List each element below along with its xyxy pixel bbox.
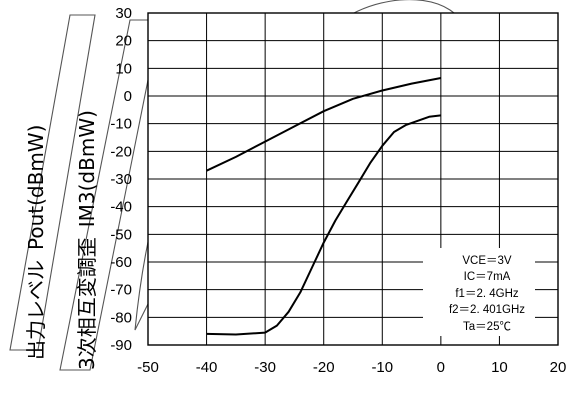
- series-layer: [206, 77, 442, 336]
- condition-ic: IC＝7mA: [464, 271, 511, 283]
- condition-f1: f1＝2. 4GHz: [455, 288, 519, 300]
- im3-label: IM3(dBmW): [75, 110, 99, 227]
- x-tick-label: 20: [550, 359, 567, 376]
- condition-vce: VCE＝3V: [462, 255, 512, 267]
- y-tick-label: 10: [115, 60, 132, 77]
- y-tick-label: 30: [115, 5, 132, 22]
- condition-f2: f2＝2. 401GHz: [449, 304, 525, 316]
- y-tick-label: -20: [110, 143, 132, 160]
- y-tick-label: -30: [110, 171, 132, 188]
- y-tick-label: -50: [110, 226, 132, 243]
- y-axis-label-output: 出力レベル Pout(dBmW): [24, 125, 48, 360]
- y-tick-labels: 30 20 10 0 -10 -20 -30 -40 -50 -60 -70 -80 -90: [110, 5, 132, 354]
- y-tick-label: -60: [110, 254, 132, 271]
- y-tick-label: -80: [110, 309, 132, 326]
- pout-label: Pout(dBmW): [24, 125, 48, 250]
- x-tick-label: -50: [137, 359, 159, 376]
- svg-text:出力レベルPout(dBmW): 出力レベル Pout(dBmW): [24, 125, 48, 360]
- x-tick-label: 10: [491, 359, 508, 376]
- y-tick-label: 20: [115, 33, 132, 50]
- y-tick-label: -70: [110, 282, 132, 299]
- x-tick-label: -20: [313, 359, 335, 376]
- x-tick-label: -40: [196, 359, 218, 376]
- svg-text:3次相互変調歪IM3(dBmW): 3次相互変調歪 IM3(dBmW): [75, 110, 99, 370]
- y-axis-label-im3: 3次相互変調歪 IM3(dBmW): [75, 110, 99, 370]
- output-level-label: 出力レベル: [24, 260, 48, 360]
- y-tick-label: -90: [110, 337, 132, 354]
- y-tick-label: 0: [124, 88, 132, 105]
- x-tick-label: 0: [437, 359, 445, 376]
- y-tick-label: -10: [110, 116, 132, 133]
- y-tick-label: -40: [110, 199, 132, 216]
- im3-distortion-label: 3次相互変調歪: [75, 237, 99, 370]
- conditions-box: VCE＝3V IC＝7mA f1＝2. 4GHz f2＝2. 401GHz Ta…: [423, 248, 535, 336]
- series-line-im3: [206, 114, 442, 336]
- x-tick-label: -10: [371, 359, 393, 376]
- condition-ta: Ta＝25℃: [463, 321, 511, 333]
- series-line-pout: [206, 77, 442, 172]
- x-tick-labels: -50 -40 -30 -20 -10 0 10 20: [137, 359, 566, 376]
- x-tick-label: -30: [254, 359, 276, 376]
